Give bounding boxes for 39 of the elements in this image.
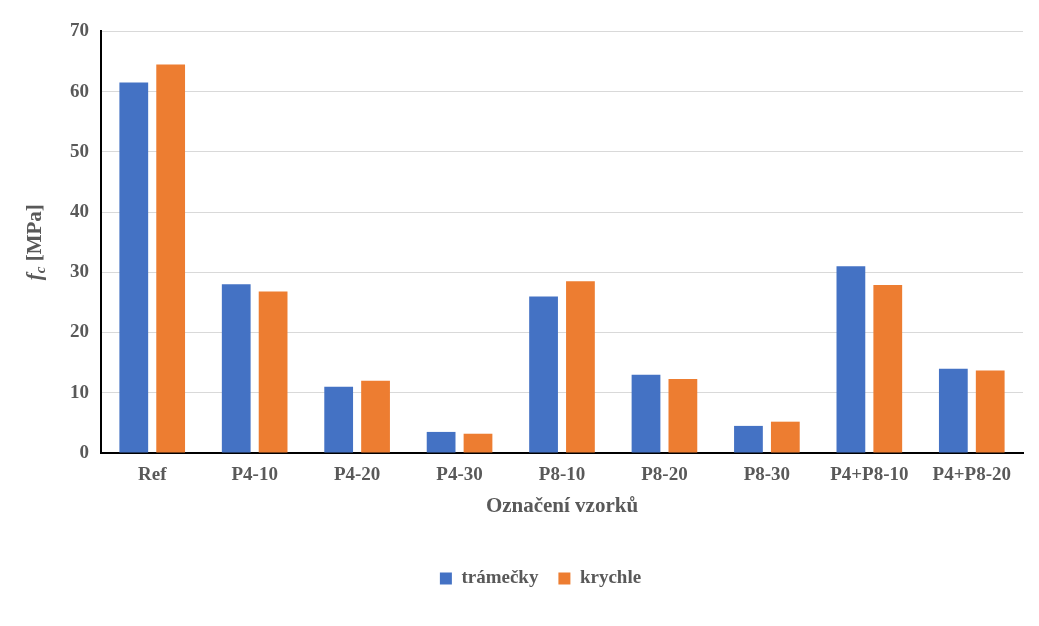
y-tick-label: 30: [70, 260, 89, 282]
x-tick-label: P4-20: [333, 463, 381, 485]
bar: [463, 433, 493, 453]
y-tick-label: 20: [70, 320, 89, 342]
bar: [873, 284, 903, 453]
bar: [631, 374, 661, 453]
x-tick-label: P4+P8-10: [830, 463, 909, 485]
x-tick-label: P4+P8-20: [932, 463, 1011, 485]
bar: [566, 281, 595, 453]
x-tick-label: Ref: [137, 463, 168, 485]
bar: [361, 380, 390, 453]
y-axis-title: fc [MPa]: [22, 204, 48, 281]
y-tick-label: 70: [70, 19, 89, 41]
y-tick-label: 40: [70, 199, 89, 221]
bar: [221, 284, 251, 453]
x-axis-title: Označení vzorků: [485, 492, 639, 517]
bar: [770, 421, 800, 453]
bar: [836, 266, 866, 453]
x-tick-label: P4-30: [436, 463, 483, 485]
y-tick-label: 50: [70, 139, 89, 161]
bar: [734, 425, 763, 453]
bar: [119, 82, 149, 453]
bar: [668, 378, 698, 453]
y-tick-label: 60: [70, 79, 89, 101]
legend-label: trámečky: [461, 566, 539, 588]
x-tick-label: P8-30: [743, 463, 791, 485]
y-tick-label: 0: [79, 440, 89, 462]
bar: [324, 386, 354, 453]
x-tick-label: P8-10: [538, 463, 586, 485]
legend-label: krychle: [579, 566, 642, 588]
bar: [258, 291, 288, 453]
bar: [938, 368, 968, 453]
x-tick-label: P4-10: [231, 463, 278, 485]
x-tick-label: P8-20: [641, 463, 688, 485]
y-tick-label: 10: [70, 380, 89, 402]
bar: [529, 296, 558, 453]
bar: [156, 64, 186, 453]
bar: [426, 431, 456, 453]
bar: [975, 370, 1005, 453]
